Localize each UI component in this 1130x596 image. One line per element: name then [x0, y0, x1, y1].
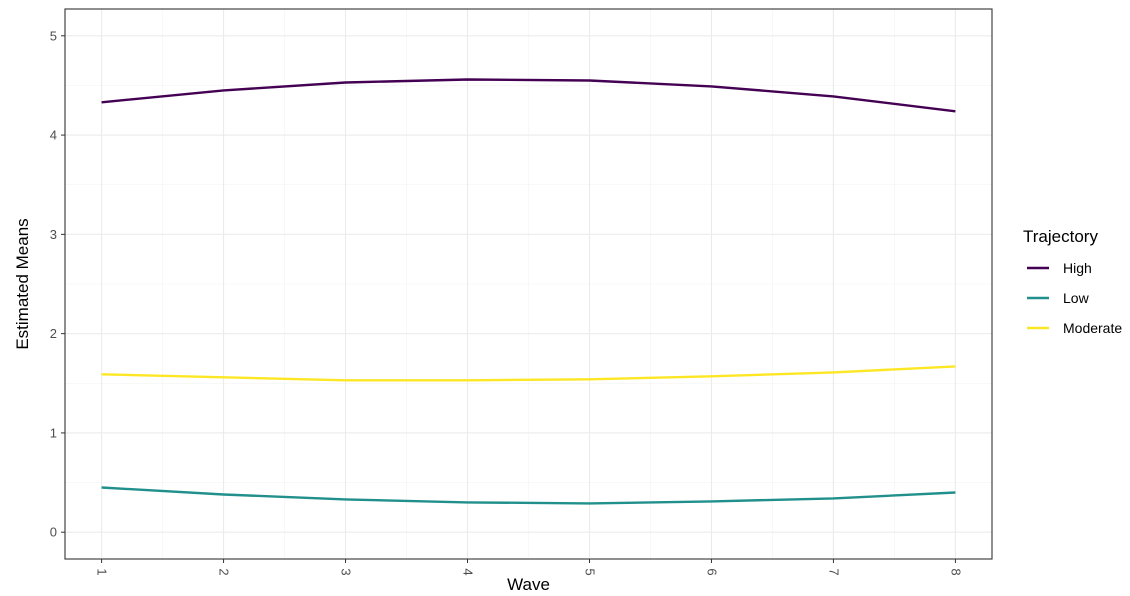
y-tick-label: 1 — [50, 425, 57, 440]
x-tick-label: 3 — [339, 568, 354, 575]
x-tick-label: 5 — [582, 568, 597, 575]
x-tick-label: 4 — [461, 568, 476, 575]
legend: Trajectory High Low Moderate — [1023, 227, 1122, 336]
x-axis-title: Wave — [507, 575, 550, 594]
x-tick-label: 1 — [95, 568, 110, 575]
y-tick-label: 0 — [50, 525, 57, 540]
x-tick-label: 6 — [704, 568, 719, 575]
series-lines — [101, 78, 956, 505]
x-tick-label: 2 — [217, 568, 232, 575]
legend-title: Trajectory — [1023, 227, 1098, 246]
series-line-high — [101, 78, 956, 113]
y-axis-title: Estimated Means — [13, 218, 32, 349]
legend-label-low: Low — [1063, 290, 1090, 306]
axis-tick-labels: 0 1 2 3 4 5 1 2 3 4 5 6 7 8 — [50, 28, 964, 575]
minor-gridlines — [65, 9, 992, 559]
y-tick-label: 4 — [50, 128, 57, 143]
legend-label-high: High — [1063, 260, 1092, 276]
legend-items: High Low Moderate — [1027, 260, 1122, 336]
y-tick-label: 2 — [50, 326, 57, 341]
series-line-low — [101, 486, 956, 505]
axis-ticks — [61, 35, 956, 563]
major-gridlines — [65, 9, 992, 559]
series-line-moderate — [101, 365, 956, 382]
x-tick-label: 7 — [826, 568, 841, 575]
y-tick-label: 3 — [50, 227, 57, 242]
legend-label-moderate: Moderate — [1063, 320, 1122, 336]
y-tick-label: 5 — [50, 28, 57, 43]
plot-panel-border — [64, 8, 993, 560]
x-tick-label: 8 — [948, 568, 963, 575]
